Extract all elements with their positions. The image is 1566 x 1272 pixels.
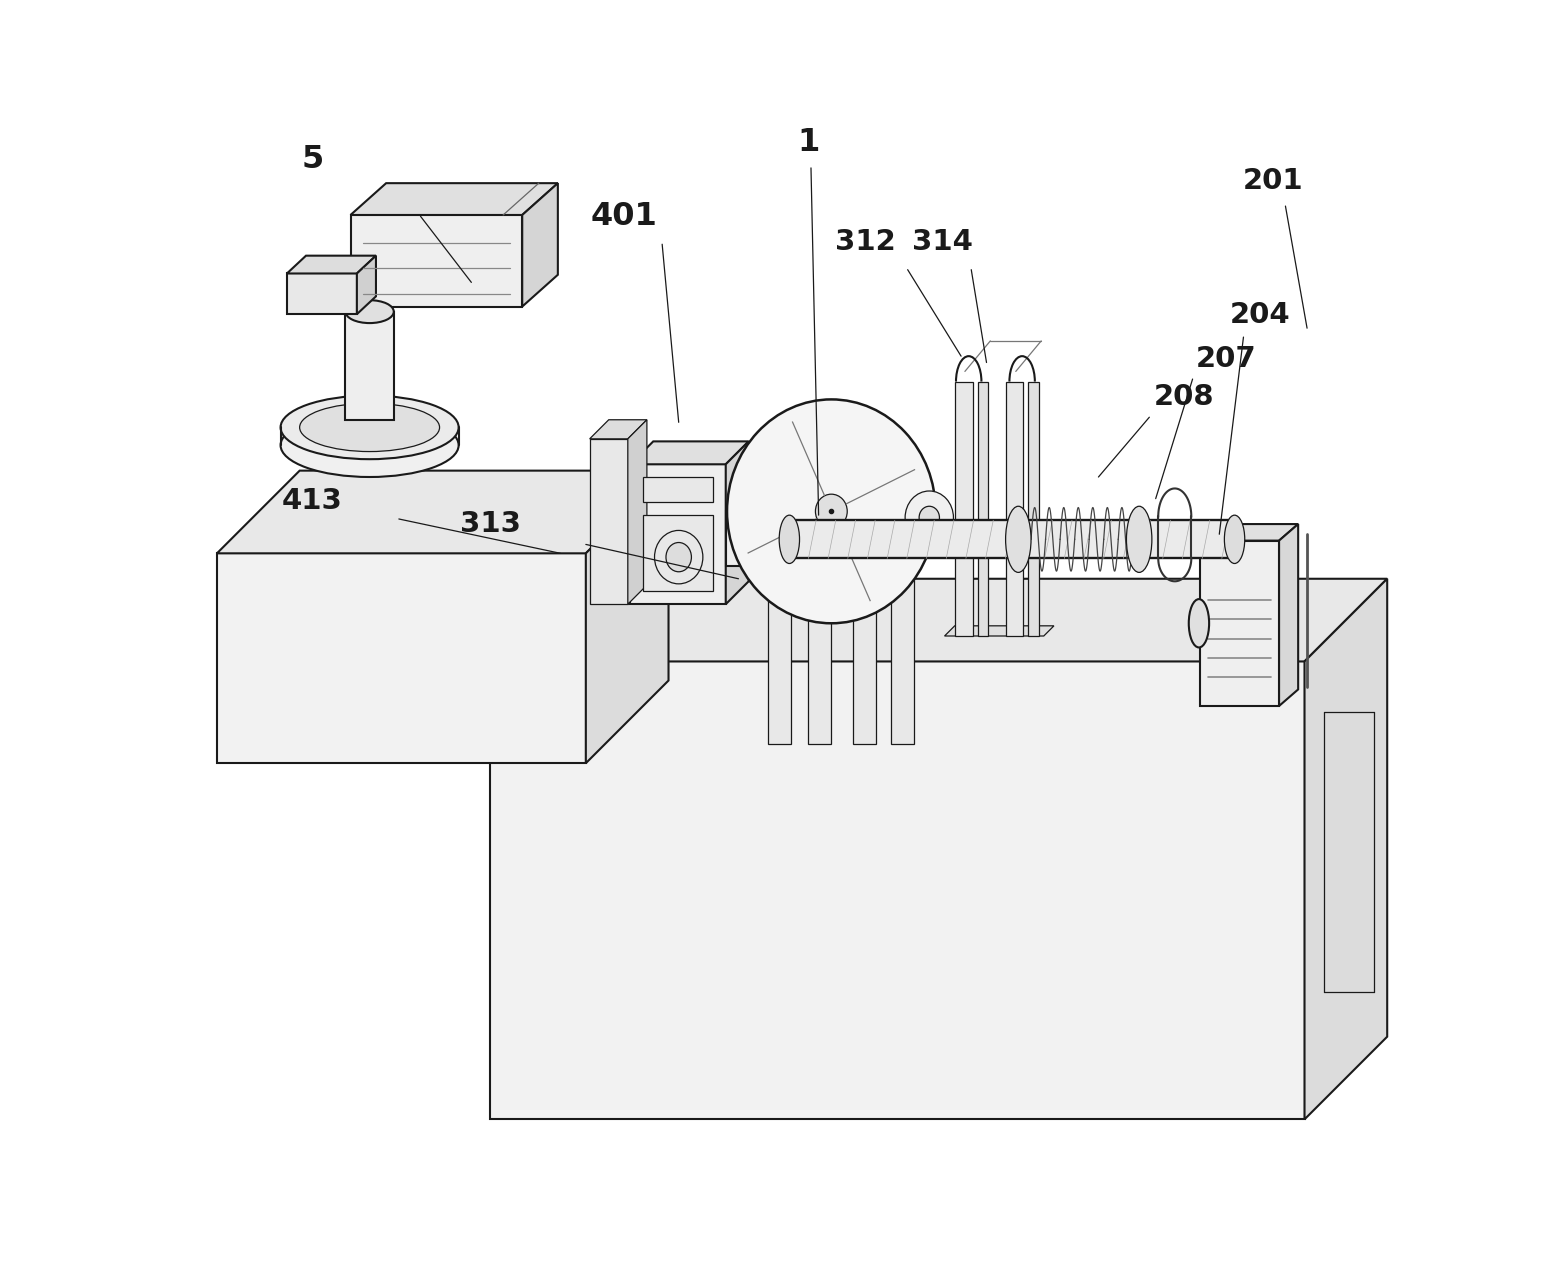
Polygon shape [1304, 579, 1387, 1119]
Polygon shape [631, 464, 725, 604]
Ellipse shape [299, 403, 440, 452]
Text: 1: 1 [797, 127, 819, 158]
Polygon shape [944, 626, 1054, 636]
Polygon shape [1005, 382, 1024, 636]
Polygon shape [590, 420, 647, 439]
Text: 201: 201 [1242, 167, 1303, 195]
Polygon shape [218, 553, 586, 763]
Ellipse shape [816, 494, 847, 529]
Text: 413: 413 [282, 487, 343, 515]
Polygon shape [644, 515, 713, 591]
Polygon shape [891, 553, 927, 566]
Ellipse shape [1126, 506, 1153, 572]
Polygon shape [1200, 541, 1279, 706]
Text: 312: 312 [835, 228, 896, 256]
Ellipse shape [280, 396, 459, 459]
Polygon shape [490, 579, 1387, 661]
Polygon shape [1029, 382, 1038, 636]
Ellipse shape [905, 491, 954, 544]
Polygon shape [853, 553, 888, 566]
Text: 208: 208 [1154, 383, 1214, 411]
Ellipse shape [727, 399, 935, 623]
Polygon shape [1279, 524, 1298, 706]
Polygon shape [521, 183, 557, 307]
Polygon shape [767, 491, 788, 566]
Text: 204: 204 [1229, 301, 1290, 329]
Polygon shape [351, 183, 557, 215]
Polygon shape [287, 256, 376, 273]
Ellipse shape [346, 300, 393, 323]
Polygon shape [767, 566, 791, 744]
Ellipse shape [780, 515, 800, 563]
Polygon shape [346, 312, 393, 420]
Polygon shape [977, 382, 988, 636]
Text: 314: 314 [911, 228, 972, 256]
Polygon shape [725, 441, 749, 604]
Ellipse shape [919, 506, 940, 529]
Ellipse shape [1225, 515, 1245, 563]
Polygon shape [955, 382, 972, 636]
Ellipse shape [666, 542, 692, 572]
Polygon shape [586, 471, 669, 763]
Text: 5: 5 [301, 144, 324, 174]
Ellipse shape [280, 413, 459, 477]
Polygon shape [891, 566, 915, 744]
Ellipse shape [1189, 599, 1209, 647]
Text: 313: 313 [460, 510, 521, 538]
Polygon shape [628, 420, 647, 604]
Polygon shape [725, 511, 767, 566]
Polygon shape [218, 471, 669, 553]
Ellipse shape [655, 530, 703, 584]
Polygon shape [853, 566, 875, 744]
Polygon shape [590, 439, 628, 604]
Polygon shape [767, 553, 803, 566]
Polygon shape [725, 491, 788, 511]
Polygon shape [351, 215, 521, 307]
Polygon shape [789, 520, 1234, 558]
Polygon shape [490, 661, 1304, 1119]
Text: 207: 207 [1195, 345, 1256, 373]
Polygon shape [1200, 524, 1298, 541]
Polygon shape [808, 553, 844, 566]
Polygon shape [631, 441, 749, 464]
Polygon shape [644, 477, 713, 502]
Polygon shape [287, 273, 357, 314]
Polygon shape [357, 256, 376, 314]
Polygon shape [808, 566, 832, 744]
Ellipse shape [1005, 506, 1030, 572]
Text: 401: 401 [590, 201, 658, 232]
